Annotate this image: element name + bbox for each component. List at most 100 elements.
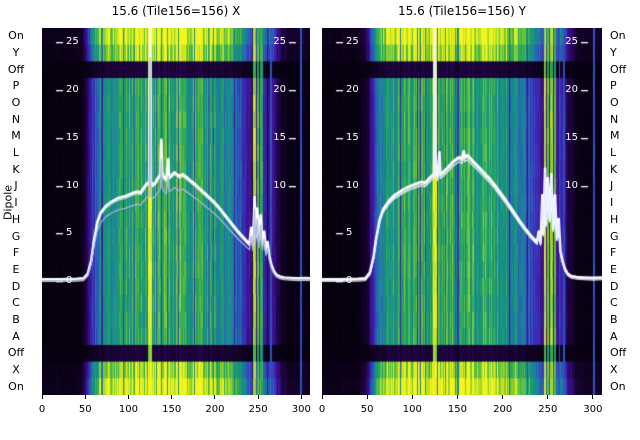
dipole-row-label: P [12,79,20,93]
dipole-row-label: E [12,262,20,276]
dipole-row-label: A [610,329,618,343]
dipole-row-label: G [610,229,619,243]
x-tick-label: 150 [162,404,182,415]
dipole-row-label: Off [7,62,25,76]
y-tick-label: 5 [66,227,73,239]
dipole-row-label: N [11,112,21,126]
dipole-row-label: F [610,246,617,260]
x-tick-label: 300 [291,404,311,415]
heatmap-x-canvas [42,28,310,395]
dipole-row-label: C [610,296,618,310]
dipole-row-label: I [14,196,18,210]
dipole-row-label: Off [610,346,627,360]
dipole-row-label: Off [7,346,25,360]
y-tick-label: 10 [565,179,578,191]
x-tick-label: 250 [248,404,268,415]
dipole-row-label: H [11,212,21,226]
dipole-row-label: G [11,229,21,243]
dipole-row-label: M [11,129,21,143]
x-tick-label: 200 [205,404,225,415]
x-tick-mark [41,395,43,399]
dipole-row-label: E [610,262,617,276]
y-tick-label: 5 [346,227,353,239]
heatmap-plot-y: 25 20 15 10 5 0 25 20 15 10 [322,28,602,395]
y-tick-label: 15 [66,131,79,143]
dipole-row-label: J [14,179,18,193]
dipole-row-label: P [610,79,617,93]
x-tick-mark [300,395,302,399]
y-tick-label: 25 [66,36,79,48]
dipole-row-label: O [610,96,619,110]
dipole-row-label: X [12,362,20,376]
y-tick-label: 20 [273,84,286,96]
x-tick-mark [502,395,504,399]
x-tick-mark [547,395,549,399]
x-tick-label: 250 [538,404,558,415]
x-tick-mark [321,395,323,399]
dipole-row-label: L [610,146,617,160]
x-tick-mark [127,395,129,399]
x-tick-label: 150 [447,404,468,415]
dipole-labels-right: On Y Off P O N M L K J I H G F E D C B A Off X On [608,0,640,440]
y-tick-label: 15 [565,131,578,143]
dipole-row-label: F [12,246,20,260]
heatmap-plot-x: 25 20 15 10 5 0 25 20 15 10 [42,28,310,395]
dipole-row-label: B [610,312,618,326]
dipole-row-label: H [610,212,619,226]
y-tick-label: 0 [66,275,73,287]
x-tick-label: 300 [583,404,603,415]
y-tick-label: 10 [346,179,359,191]
x-tick-mark [411,395,413,399]
heatmap-y-canvas [322,28,602,395]
dipole-row-label: M [610,129,620,143]
dipole-row-label: I [610,196,614,210]
dipole-row-label: On [8,29,24,43]
y-tick-label: 25 [346,36,359,48]
dipole-row-label: Off [610,62,627,76]
y-tick-label: 10 [66,179,79,191]
x-tick-mark [592,395,594,399]
left-plot-title: 15.6 (Tile156=156) X [111,4,241,18]
x-axis-left-plot: 0 50 100 150 200 250 300 [39,395,311,429]
y-tick-label: 20 [565,84,578,96]
dipole-row-label: On [610,29,626,43]
dipole-row-label: N [610,112,619,126]
dipole-row-label: B [12,312,20,326]
y-tick-label: 15 [273,131,286,143]
x-tick-mark [84,395,86,399]
x-tick-label: 100 [118,404,138,415]
dipole-row-label: K [12,162,20,176]
x-tick-label: 0 [318,404,326,415]
y-tick-label: 10 [273,179,286,191]
y-tick-label: 0 [346,275,353,287]
dipole-row-label: Y [12,46,20,60]
dipole-row-label: C [12,296,20,310]
dipole-row-label: D [11,279,21,293]
x-tick-label: 50 [360,404,374,415]
x-tick-mark [171,395,173,399]
y-tick-label: 15 [346,131,359,143]
dipole-row-label: D [610,279,619,293]
dipole-labels-left: On Y Off P O N M L K J I H G F E D C B A Off X On [0,0,34,440]
dipole-row-label: On [8,379,24,393]
dipole-row-label: L [12,146,20,160]
dipole-row-label: A [12,329,20,343]
dipole-row-label: J [610,179,614,193]
x-tick-mark [366,395,368,399]
x-tick-mark [456,395,458,399]
x-tick-label: 50 [78,404,92,415]
dipole-row-label: Y [610,46,617,60]
dipole-row-label: K [610,162,618,176]
x-tick-label: 0 [38,404,46,415]
dipole-row-label: O [11,96,21,110]
dipole-row-label: X [610,362,618,376]
x-tick-label: 100 [402,404,422,415]
dipole-row-label: On [610,379,626,393]
x-tick-label: 200 [493,404,513,415]
y-tick-label: 20 [66,84,79,96]
x-tick-mark [257,395,259,399]
y-tick-label: 25 [565,36,578,48]
x-tick-mark [214,395,216,399]
right-plot-title: 15.6 (Tile156=156) Y [398,4,526,18]
